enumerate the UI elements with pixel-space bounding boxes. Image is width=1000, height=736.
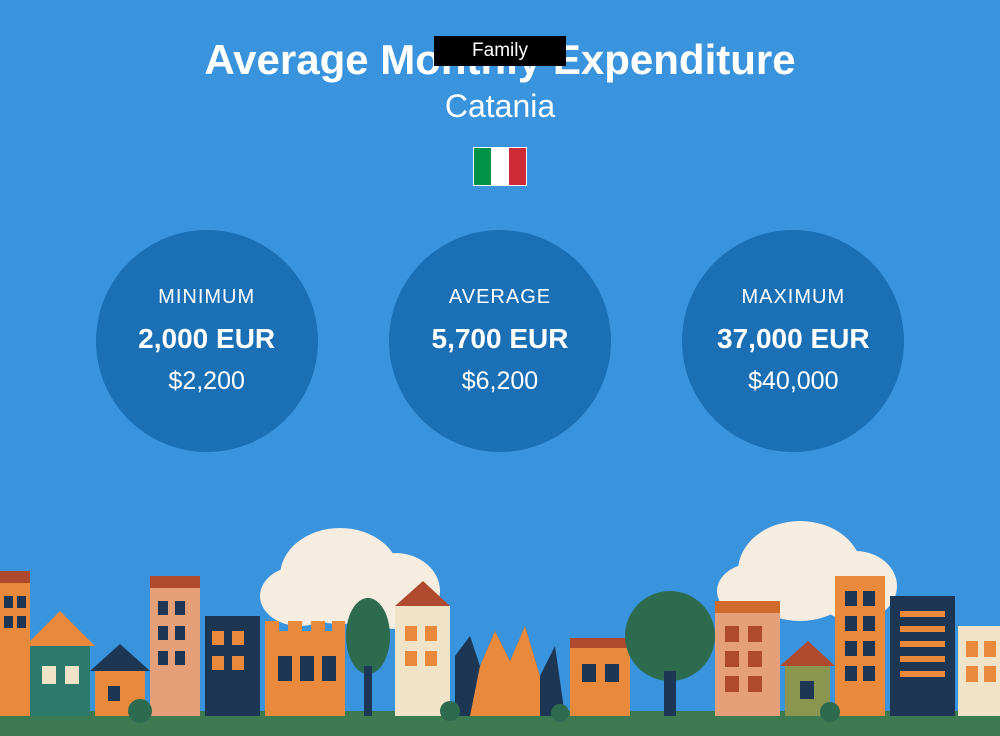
average-secondary-value: $6,200: [462, 367, 538, 396]
maximum-primary-value: 37,000 EUR: [717, 323, 870, 355]
skyline-illustration: [0, 516, 1000, 736]
maximum-circle: MAXIMUM 37,000 EUR $40,000: [682, 230, 904, 452]
minimum-label: MINIMUM: [158, 286, 255, 309]
flag-stripe-red: [509, 148, 526, 185]
expenditure-circles: MINIMUM 2,000 EUR $2,200 AVERAGE 5,700 E…: [0, 230, 1000, 452]
flag-stripe-green: [474, 148, 491, 185]
average-primary-value: 5,700 EUR: [432, 323, 569, 355]
italy-flag-icon: [473, 147, 527, 186]
average-circle: AVERAGE 5,700 EUR $6,200: [389, 230, 611, 452]
minimum-primary-value: 2,000 EUR: [138, 323, 275, 355]
category-tag: Family: [434, 36, 566, 66]
minimum-secondary-value: $2,200: [168, 367, 244, 396]
minimum-circle: MINIMUM 2,000 EUR $2,200: [96, 230, 318, 452]
average-label: AVERAGE: [449, 286, 551, 309]
maximum-label: MAXIMUM: [741, 286, 845, 309]
flag-stripe-white: [491, 148, 508, 185]
city-subtitle: Catania: [0, 88, 1000, 125]
maximum-secondary-value: $40,000: [748, 367, 838, 396]
